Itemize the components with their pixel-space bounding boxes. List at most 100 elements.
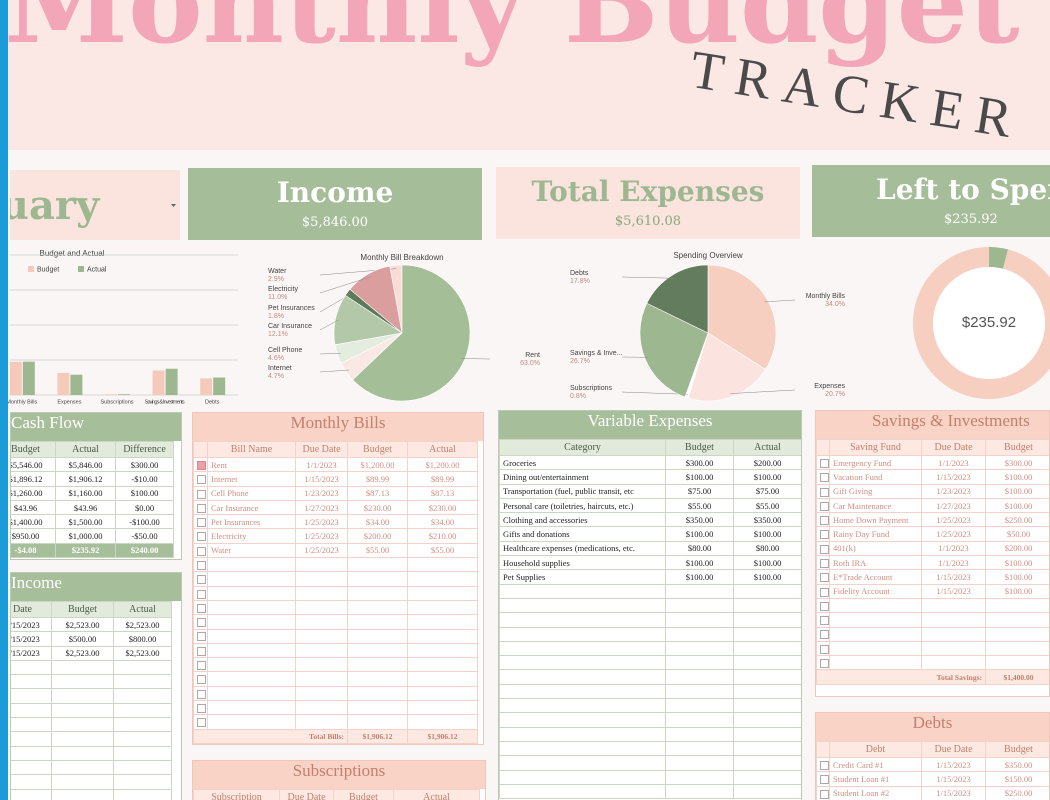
chart-title: Spending Overview: [673, 251, 743, 260]
slice-value: 4.6%: [268, 355, 284, 362]
checkbox[interactable]: [820, 789, 829, 799]
checkbox[interactable]: [820, 630, 829, 640]
checkbox[interactable]: [820, 573, 829, 583]
checkbox[interactable]: [197, 489, 206, 499]
empty-cell: [665, 698, 734, 714]
empty-cell: [51, 688, 114, 704]
empty-row: [816, 640, 1049, 657]
empty-row: [11, 717, 172, 733]
checkbox[interactable]: [197, 589, 206, 599]
checkbox[interactable]: [820, 644, 829, 654]
empty-cell: [829, 626, 922, 642]
checkbox-cell: [816, 454, 830, 471]
table-cell: $1,160.00: [55, 485, 116, 501]
pie-slice: [352, 264, 471, 402]
empty-cell: [665, 783, 734, 800]
checkbox-cell: [193, 557, 208, 573]
checkbox[interactable]: [197, 618, 206, 628]
slice-label: Cell Phone: [268, 347, 302, 354]
checkbox[interactable]: [197, 718, 206, 728]
table-body: DateBudgetActual1/15/2023$2,523.00$2,523…: [11, 601, 181, 800]
checkbox[interactable]: [197, 675, 206, 685]
empty-cell: [347, 642, 408, 659]
checkbox[interactable]: [820, 616, 829, 626]
checkbox[interactable]: [820, 587, 829, 597]
checkbox[interactable]: [197, 475, 206, 485]
checkbox-cell: [193, 542, 208, 559]
empty-cell: [295, 628, 348, 644]
card-title: Income: [276, 176, 394, 209]
empty-row: [816, 597, 1049, 614]
empty-cell: [347, 571, 408, 587]
checkbox-cell: [193, 628, 208, 644]
checkbox[interactable]: [820, 501, 829, 511]
table-row: $5,546.00 $5,846.00 $300.00: [11, 456, 174, 473]
empty-cell: [11, 731, 52, 747]
checkbox[interactable]: [820, 473, 829, 483]
pie-slice: [707, 264, 777, 370]
checkbox[interactable]: [197, 689, 206, 699]
checkbox[interactable]: [820, 760, 829, 770]
x-tick-label: Savings & Investments: [145, 399, 185, 405]
leader-line: [730, 389, 796, 394]
month-selector[interactable]: January: [10, 170, 180, 240]
empty-cell: [347, 585, 408, 601]
empty-cell: [11, 674, 52, 690]
checkbox[interactable]: [820, 544, 829, 554]
empty-cell: [295, 557, 348, 573]
checkbox[interactable]: [197, 703, 206, 713]
empty-cell: [733, 655, 801, 671]
slice-value: 26.7%: [570, 358, 590, 365]
empty-cell: [113, 659, 172, 676]
table-cell: $350.00: [733, 512, 801, 528]
table-cell: Rainy Day Fund: [829, 526, 922, 542]
table-row: 1/15/2023$2,523.00$2,523.00: [11, 616, 172, 633]
empty-cell: [665, 726, 734, 742]
checkbox[interactable]: [197, 460, 206, 470]
column-header: Actual: [393, 789, 480, 800]
column-header: Date: [11, 601, 52, 618]
table-cell: $150.00: [985, 771, 1049, 787]
empty-row: [499, 740, 801, 757]
table-cell: $89.99: [347, 471, 408, 487]
checkbox[interactable]: [197, 532, 206, 542]
empty-row: [193, 585, 478, 601]
checkbox[interactable]: [197, 561, 206, 570]
checkbox[interactable]: [197, 632, 206, 642]
checkbox[interactable]: [820, 516, 829, 526]
table-row: 1/15/2023$2,523.00$2,523.00: [11, 645, 172, 661]
table-cell: $43.96: [11, 499, 56, 516]
leader-line: [621, 276, 674, 279]
checkbox[interactable]: [197, 546, 206, 556]
table-cell: $100.00: [115, 485, 174, 501]
checkbox[interactable]: [820, 659, 829, 669]
table-body: Bill Name Due Date Budget Actual Rent 1/1/202…: [193, 441, 483, 744]
checkbox[interactable]: [197, 503, 206, 513]
slice-label: Pet Insurances: [268, 305, 315, 312]
table-cell: $2,523.00: [51, 616, 114, 633]
checkbox[interactable]: [197, 646, 206, 656]
checkbox[interactable]: [820, 559, 829, 568]
legend-swatch: [28, 266, 34, 272]
empty-cell: [51, 759, 114, 776]
table-cell: $80.00: [733, 540, 801, 557]
checkbox[interactable]: [197, 603, 206, 613]
empty-cell: [921, 597, 986, 614]
checkbox[interactable]: [197, 575, 206, 585]
table-row: Groceries $300.00 $200.00: [499, 454, 801, 471]
checkbox[interactable]: [820, 530, 829, 540]
table-cell: $75.00: [665, 483, 734, 499]
chart-title: Budget and Actual: [40, 249, 105, 258]
checkbox[interactable]: [820, 458, 829, 468]
slice-label: Expenses: [814, 383, 845, 390]
empty-cell: [113, 674, 172, 690]
empty-cell: [51, 674, 114, 690]
empty-cell: [207, 671, 296, 687]
empty-cell: [113, 688, 172, 704]
checkbox[interactable]: [820, 487, 829, 497]
checkbox[interactable]: [197, 661, 206, 671]
checkbox[interactable]: [820, 601, 829, 611]
checkbox[interactable]: [197, 518, 206, 528]
table-row: $43.96 $43.96 $0.00: [11, 499, 174, 516]
checkbox[interactable]: [820, 775, 829, 785]
